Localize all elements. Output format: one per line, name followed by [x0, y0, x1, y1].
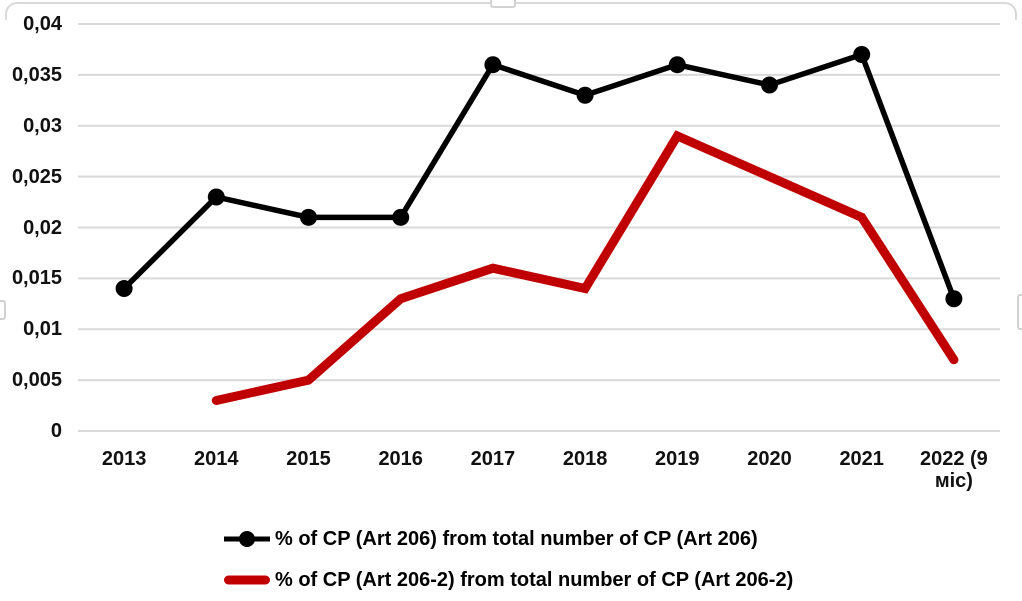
legend-item-art206-2[interactable]: % of CP (Art 206-2) from total number of… — [222, 567, 793, 593]
x-tick-label: 2022 (9 міс) — [919, 448, 988, 492]
legend-line-red — [224, 575, 270, 585]
legend: % of CP (Art 206) from total number of C… — [222, 526, 793, 593]
x-tick-label: 2018 — [562, 448, 608, 470]
x-tick-label: 2021 — [839, 448, 884, 470]
y-tick-label: 0,02 — [23, 216, 62, 239]
x-tick-label: 2019 — [655, 448, 700, 470]
series-line-0[interactable] — [121, 51, 957, 302]
legend-dot-black — [239, 531, 255, 547]
legend-label-art206: % of CP (Art 206) from total number of C… — [275, 527, 758, 550]
series-0-point[interactable] — [761, 76, 778, 94]
series-0-point[interactable] — [207, 188, 225, 206]
series-0-point[interactable] — [300, 208, 317, 226]
series-0-point[interactable] — [668, 56, 686, 74]
x-tick-label: 2017 — [470, 448, 516, 470]
x-tick-label: 2016 — [378, 448, 423, 470]
x-tick-label: 2014 — [194, 448, 239, 470]
y-tick-label: 0,035 — [11, 63, 62, 86]
series-line-1[interactable] — [211, 130, 959, 405]
series-0-point[interactable] — [576, 86, 594, 104]
x-tick-label: 2015 — [286, 448, 331, 470]
chart-resize-handle-right[interactable] — [1017, 294, 1022, 330]
y-axis: 0,04 0,035 0,03 0,025 0,02 0,015 0,01 0,005 0 — [0, 0, 62, 480]
x-tick-label: 2020 — [747, 448, 792, 470]
thick-line-marker-icon — [222, 567, 272, 593]
y-tick-label: 0,03 — [23, 114, 62, 137]
y-tick-label: 0,01 — [23, 318, 62, 341]
y-tick-label: 0,005 — [11, 369, 62, 392]
legend-item-art206[interactable]: % of CP (Art 206) from total number of C… — [222, 526, 793, 552]
legend-label-art206-2: % of CP (Art 206-2) from total number of… — [275, 568, 794, 591]
series-0-point[interactable] — [853, 46, 871, 64]
x-axis: 2013 2014 2015 2016 2017 2018 2019 2020 2021 2022… — [0, 0, 1022, 492]
chart-resize-handle-top[interactable] — [490, 0, 516, 8]
y-tick-label: 0,015 — [11, 267, 62, 290]
series-0-point[interactable] — [484, 56, 502, 74]
plot-area[interactable] — [0, 0, 1022, 480]
x-tick-label: 2013 — [101, 448, 147, 470]
chart-resize-handle-left[interactable] — [0, 300, 6, 320]
line-with-circle-marker-icon — [222, 526, 272, 552]
series-0-point[interactable] — [945, 290, 963, 308]
series-0-point[interactable] — [392, 208, 410, 226]
y-tick-label: 0,025 — [11, 165, 62, 188]
y-tick-label: 0,04 — [23, 13, 62, 35]
y-tick-label: 0 — [50, 420, 62, 442]
series-0-point[interactable] — [115, 280, 133, 298]
